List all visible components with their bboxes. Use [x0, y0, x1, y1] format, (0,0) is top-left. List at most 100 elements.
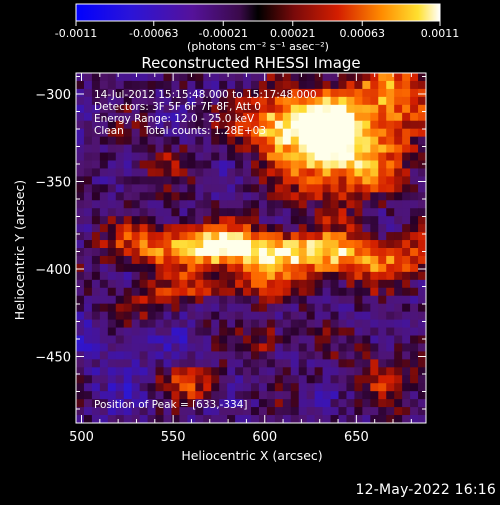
- heatmap-cell: [147, 73, 157, 82]
- heatmap-cell: [147, 255, 157, 265]
- heatmap-cell: [147, 343, 157, 352]
- heatmap-cell: [195, 263, 204, 273]
- heatmap-cell: [251, 128, 260, 138]
- heatmap-cell: [410, 399, 419, 408]
- heatmap-cell: [298, 327, 308, 336]
- heatmap-cell: [394, 160, 403, 169]
- heatmap-cell: [195, 112, 204, 122]
- heatmap-cell: [211, 152, 220, 161]
- heatmap-cell: [314, 255, 324, 265]
- heatmap-cell: [370, 88, 379, 98]
- heatmap-cell: [115, 104, 125, 114]
- heatmap-cell: [139, 407, 149, 416]
- heatmap-cell: [290, 216, 300, 225]
- heatmap-cell: [211, 160, 220, 169]
- heatmap-cell: [410, 383, 419, 392]
- heatmap-cell: [235, 375, 244, 384]
- heatmap-cell: [243, 319, 252, 329]
- heatmap-cell: [362, 343, 371, 352]
- heatmap-cell: [362, 367, 371, 376]
- heatmap-cell: [139, 224, 149, 233]
- heatmap-cell: [107, 359, 117, 368]
- heatmap-cell: [147, 152, 157, 161]
- heatmap-cell: [362, 319, 371, 329]
- heatmap-cell: [290, 319, 300, 329]
- heatmap-cell: [243, 184, 252, 193]
- heatmap-cell: [354, 120, 363, 130]
- heatmap-cell: [274, 303, 284, 313]
- heatmap-cell: [274, 359, 284, 368]
- heatmap-cell: [107, 192, 117, 201]
- heatmap-cell: [418, 200, 426, 209]
- heatmap-cell: [123, 88, 133, 98]
- heatmap-cell: [322, 263, 332, 273]
- heatmap-cell: [306, 112, 316, 122]
- heatmap-cell: [131, 263, 141, 273]
- heatmap-cell: [274, 152, 284, 161]
- heatmap-cell: [362, 303, 371, 313]
- heatmap-cell: [235, 319, 244, 329]
- heatmap-cell: [91, 295, 101, 305]
- heatmap-cell: [139, 208, 149, 217]
- heatmap-cell: [266, 73, 276, 82]
- heatmap-cell: [258, 176, 268, 185]
- heatmap-cell: [235, 351, 244, 360]
- heatmap-cell: [235, 287, 244, 297]
- heatmap-cell: [394, 73, 403, 82]
- heatmap-cell: [418, 391, 426, 400]
- heatmap-cell: [91, 319, 101, 329]
- heatmap-cell: [362, 144, 371, 154]
- heatmap-cell: [115, 160, 125, 169]
- heatmap-cell: [235, 224, 244, 233]
- heatmap-cell: [123, 112, 133, 122]
- heatmap-cell: [402, 319, 411, 329]
- heatmap-cell: [83, 359, 93, 368]
- heatmap-cell: [243, 152, 252, 161]
- heatmap-cell: [211, 399, 220, 408]
- heatmap-cell: [418, 88, 426, 98]
- heatmap-cell: [115, 335, 125, 344]
- heatmap-cell: [330, 88, 339, 98]
- heatmap-cell: [99, 327, 109, 336]
- heatmap-cell: [258, 248, 268, 257]
- heatmap-cell: [274, 200, 284, 209]
- heatmap-cell: [314, 407, 324, 416]
- heatmap-cell: [195, 224, 204, 233]
- heatmap-cell: [362, 335, 371, 344]
- colorbar-tick-label: -0.00021: [199, 27, 248, 40]
- heatmap-cell: [83, 311, 93, 321]
- heatmap-cell: [251, 144, 260, 154]
- heatmap-cell: [123, 208, 133, 217]
- heatmap-cell: [131, 88, 141, 98]
- heatmap-cell: [306, 295, 316, 305]
- heatmap-cell: [147, 303, 157, 313]
- heatmap-cell: [394, 335, 403, 344]
- heatmap-cell: [274, 112, 284, 122]
- heatmap-cell: [354, 240, 363, 249]
- x-tick-label: 550: [161, 430, 186, 445]
- heatmap-cell: [290, 375, 300, 384]
- heatmap-cell: [362, 271, 371, 281]
- heatmap-cell: [187, 200, 196, 209]
- heatmap-cell: [243, 73, 252, 82]
- heatmap-cell: [179, 184, 188, 193]
- heatmap-cell: [346, 343, 355, 352]
- heatmap-cell: [418, 407, 426, 416]
- heatmap-cell: [362, 327, 371, 336]
- heatmap-cell: [115, 224, 125, 233]
- heatmap-cell: [258, 200, 268, 209]
- heatmap-cell: [83, 176, 93, 185]
- heatmap-cell: [219, 359, 228, 368]
- heatmap-cell: [179, 152, 188, 161]
- heatmap-cell: [282, 248, 292, 257]
- heatmap-cell: [211, 295, 220, 305]
- heatmap-cell: [402, 263, 411, 273]
- heatmap-cell: [298, 248, 308, 257]
- heatmap-cell: [290, 295, 300, 305]
- heatmap-cell: [99, 279, 109, 289]
- heatmap-cell: [139, 271, 149, 281]
- heatmap-cell: [219, 399, 228, 408]
- heatmap-cell: [99, 367, 109, 376]
- heatmap-cell: [99, 295, 109, 305]
- heatmap-cell: [203, 96, 212, 106]
